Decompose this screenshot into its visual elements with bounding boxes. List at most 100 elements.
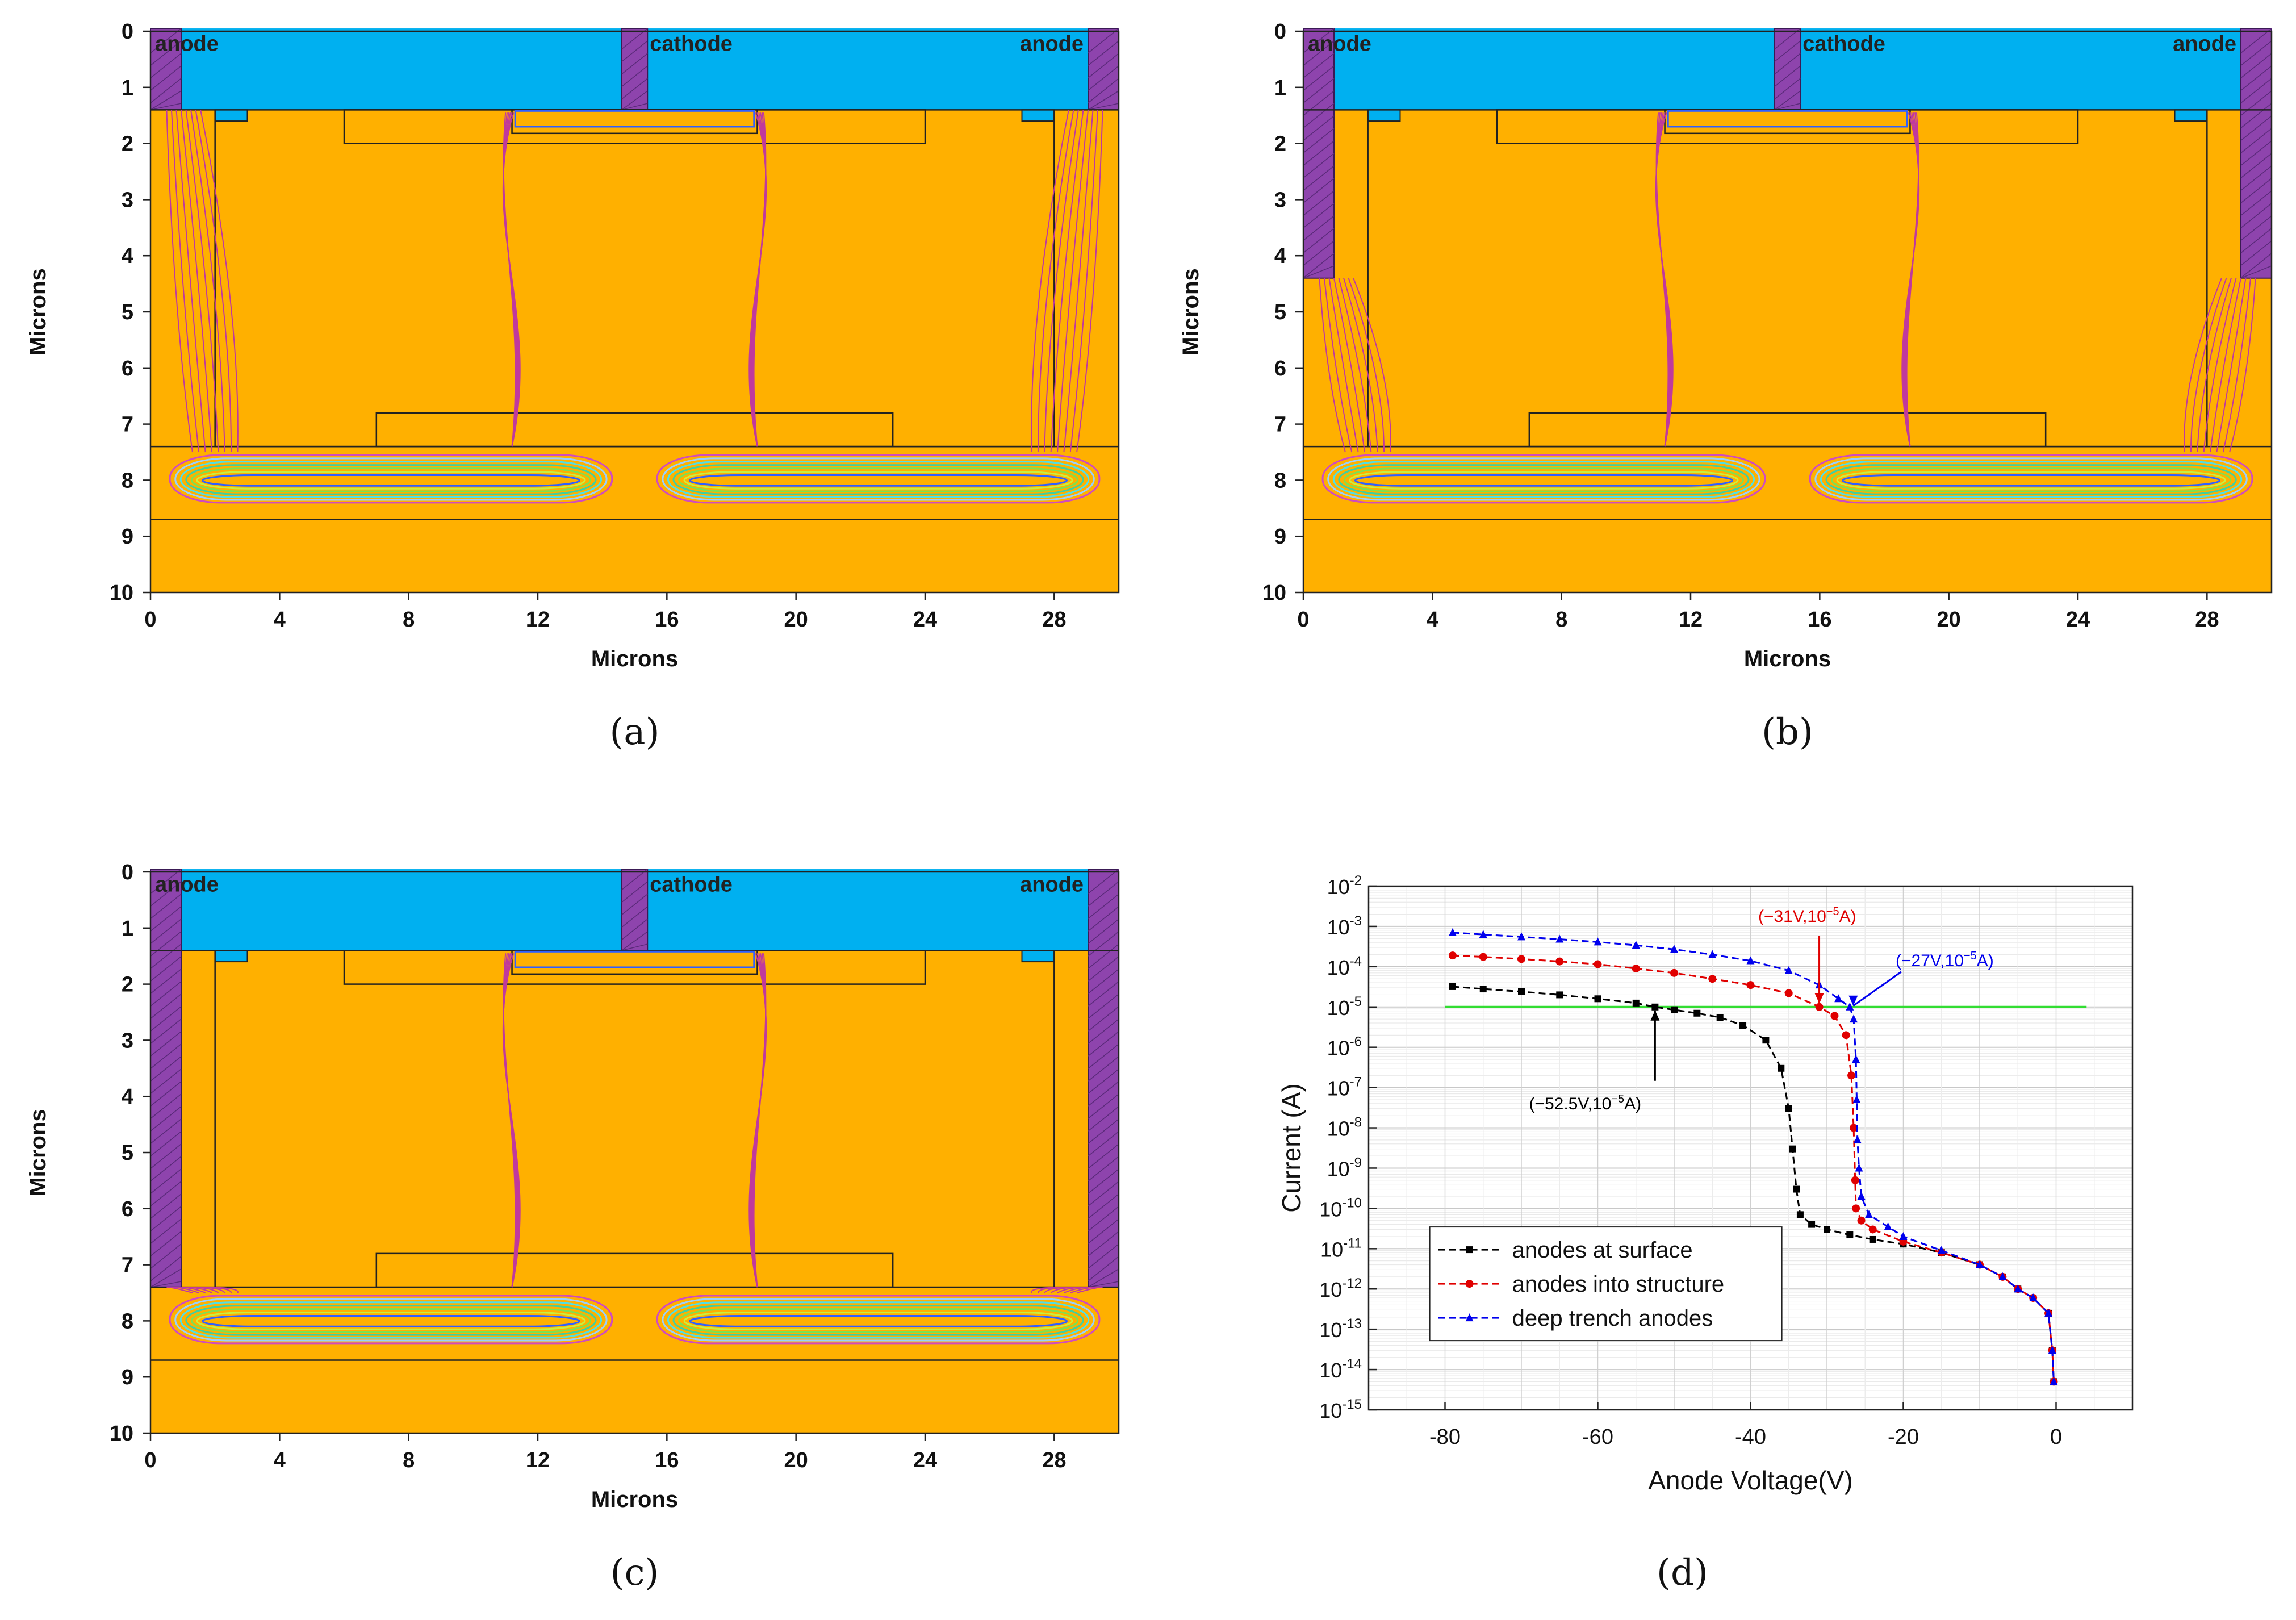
anode-contour xyxy=(2216,278,2247,453)
contact-hatch xyxy=(1774,90,1801,110)
n-region-outline xyxy=(511,950,758,975)
contact-hatch xyxy=(150,1093,182,1119)
data-point xyxy=(1857,1192,1866,1200)
y-axis-label: Microns xyxy=(1178,268,1203,355)
contact-hatch xyxy=(1088,993,1119,1019)
data-point xyxy=(2014,1284,2022,1293)
y-tick-label: 3 xyxy=(1274,188,1286,212)
depletion-contour xyxy=(656,1295,1101,1345)
contact-hatch xyxy=(150,993,182,1019)
x-tick-label: 4 xyxy=(274,608,286,632)
contact-hatch xyxy=(150,1193,182,1219)
contact-hatch xyxy=(150,893,182,919)
anode-contour xyxy=(171,1287,199,1293)
annotation-arrowhead xyxy=(1848,995,1858,1006)
contact-hatch xyxy=(150,65,182,91)
data-point xyxy=(1693,1009,1701,1017)
contact-hatch xyxy=(150,1243,182,1269)
x-tick-label: 8 xyxy=(403,1448,415,1472)
anode-label-left: anode xyxy=(1308,32,1371,56)
y-axis-label: Microns xyxy=(26,1109,51,1196)
oxide-notch-right xyxy=(2174,109,2208,122)
contact-hatch xyxy=(2240,165,2272,191)
contact-hatch xyxy=(2240,240,2272,266)
anode-contour xyxy=(1328,278,1359,453)
contact-hatch xyxy=(2240,253,2272,278)
contact-hatch xyxy=(1303,140,1335,166)
contact-hatch xyxy=(1088,1218,1119,1244)
y-tick-label: 10-13 xyxy=(1319,1316,1362,1342)
anode-label-left: anode xyxy=(155,873,219,897)
contact-hatch xyxy=(150,1106,182,1132)
x-tick-label: 28 xyxy=(2195,608,2219,632)
anode-contour xyxy=(186,1287,219,1293)
data-point xyxy=(1739,1022,1747,1029)
depletion-contour xyxy=(1836,471,2226,490)
depletion-contour xyxy=(196,1312,586,1330)
oxide-notch-left xyxy=(1367,109,1401,122)
oxide-notch-left xyxy=(214,109,248,122)
y-tick-label: 10-10 xyxy=(1319,1195,1362,1221)
depletion-contour xyxy=(1332,461,1755,498)
depletion-contour xyxy=(1338,464,1750,495)
data-point xyxy=(1632,999,1640,1007)
data-point xyxy=(1594,995,1601,1003)
anode-contour xyxy=(1031,110,1069,453)
contact-hatch xyxy=(2240,178,2272,203)
data-point xyxy=(1830,1012,1839,1020)
data-point xyxy=(1517,932,1525,941)
depletion-contour xyxy=(174,1298,608,1342)
data-point xyxy=(1855,1163,1863,1172)
depletion-contour xyxy=(1354,474,1733,487)
data-point xyxy=(1778,1064,1785,1072)
data-point xyxy=(1937,1246,1946,1254)
data-point xyxy=(1746,981,1755,989)
data-point xyxy=(1864,1210,1873,1218)
data-point xyxy=(1842,1031,1850,1039)
contact-hatch xyxy=(1088,28,1119,53)
x-tick-label: -80 xyxy=(1429,1425,1461,1449)
contact-hatch xyxy=(2240,53,2272,78)
y-tick-label: 6 xyxy=(1274,357,1286,381)
x-axis-label: Anode Voltage(V) xyxy=(1648,1465,1853,1495)
contact-hatch xyxy=(1088,1043,1119,1069)
data-point xyxy=(1857,1216,1866,1225)
data-point xyxy=(1852,1095,1861,1103)
y-tick-label: 10-5 xyxy=(1327,994,1362,1020)
anode-contour xyxy=(1343,278,1378,453)
contact-hatch xyxy=(1303,40,1335,66)
panel-caption: (c) xyxy=(610,1552,659,1594)
depletion-contour xyxy=(672,464,1084,495)
data-point xyxy=(1850,1124,1858,1132)
data-point xyxy=(1789,1145,1796,1153)
potential-contour xyxy=(748,953,767,1288)
contact-hatch xyxy=(1088,1068,1119,1094)
contact-hatch xyxy=(1303,90,1335,116)
contact-hatch xyxy=(1303,65,1335,91)
anode-contour xyxy=(1044,110,1079,453)
anode-contour xyxy=(166,110,193,453)
y-tick-label: 10 xyxy=(110,581,133,605)
contact-hatch xyxy=(1088,1281,1119,1288)
silicon-region xyxy=(1303,34,2272,592)
data-point xyxy=(1746,956,1755,965)
x-tick-label: 24 xyxy=(913,1448,937,1472)
x-tick-label: 0 xyxy=(2050,1425,2062,1449)
contact-hatch xyxy=(1088,918,1119,944)
data-point xyxy=(1868,1225,1877,1234)
potential-contour xyxy=(1901,112,1920,447)
anode-contour xyxy=(1070,1287,1098,1293)
x-tick-label: 8 xyxy=(1555,608,1567,632)
y-tick-label: 7 xyxy=(1274,413,1286,437)
data-point xyxy=(1555,934,1564,943)
contact-hatch xyxy=(1303,178,1335,203)
depletion-contour xyxy=(677,1308,1079,1333)
data-point xyxy=(1448,928,1457,936)
contact-hatch xyxy=(1088,1168,1119,1194)
data-point xyxy=(1479,953,1487,961)
data-point xyxy=(1448,951,1457,960)
anode-contour xyxy=(176,1287,206,1293)
contact-hatch xyxy=(1088,1106,1119,1132)
contact-hatch xyxy=(621,918,648,941)
y-tick-label: 10-3 xyxy=(1327,913,1362,939)
